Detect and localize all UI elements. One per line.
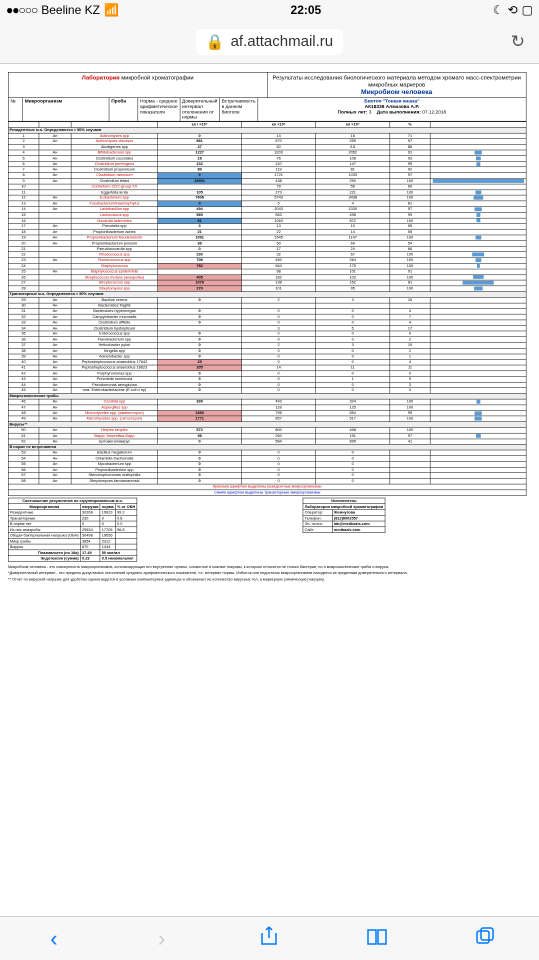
page-content: Лаборатория микробной хроматографии Резу… xyxy=(0,64,539,916)
forward-button[interactable]: › xyxy=(142,926,182,952)
tabs-button[interactable] xyxy=(465,926,505,952)
col-num: № xyxy=(8,98,22,121)
battery-icon: ▢ xyxy=(522,3,533,17)
browser-toolbar: ‹ › xyxy=(0,916,539,960)
bookmarks-button[interactable] xyxy=(357,926,397,952)
lock-icon: 🔒 xyxy=(206,33,225,51)
contact-table: Исполнитель Лаборатория микробной хромат… xyxy=(303,498,385,533)
col-norm: Норма - среднее арифметическое показател… xyxy=(138,98,180,121)
wifi-icon: 📶 xyxy=(104,3,119,17)
results-title: Результаты исследования биологического м… xyxy=(267,72,525,97)
col-sample: Проба xyxy=(109,98,138,121)
col-interval: Доверительный интервал отклонения от нор… xyxy=(180,98,220,121)
url-text: af.attachmail.ru xyxy=(231,33,334,50)
carrier: Beeline KZ xyxy=(41,3,100,17)
footnotes: Микробиом человека - это совокупность ми… xyxy=(8,564,526,582)
main-table: кл / ×10⁵ кл ×10⁵ кл ×10⁵ % Резидентные … xyxy=(8,121,526,495)
col-freq: Встречаемость в данном биотопе xyxy=(220,98,258,121)
moon-icon: ☾ xyxy=(493,3,504,17)
lab-title: Лаборатория микробной хроматографии xyxy=(8,72,267,97)
share-button[interactable] xyxy=(249,926,289,952)
status-bar: ●●○○○ Beeline KZ 📶 22:05 ☾ ⟲ ▢ xyxy=(0,0,539,20)
orientation-lock-icon: ⟲ xyxy=(508,3,518,17)
back-button[interactable]: ‹ xyxy=(34,926,74,952)
browser-navbar: 🔒 af.attachmail.ru ↻ xyxy=(0,20,539,64)
url-box[interactable]: 🔒 af.attachmail.ru xyxy=(196,29,343,55)
signal-dots: ●●○○○ xyxy=(6,3,37,17)
refresh-icon[interactable]: ↻ xyxy=(511,32,525,52)
summary-table: Соотношение результатов по сгруппированн… xyxy=(8,498,137,562)
status-time: 22:05 xyxy=(291,3,322,17)
legend-blue: Синим шрифтом выделены транзиторные микр… xyxy=(8,490,526,496)
col-org: Микроорганизм xyxy=(23,98,109,121)
